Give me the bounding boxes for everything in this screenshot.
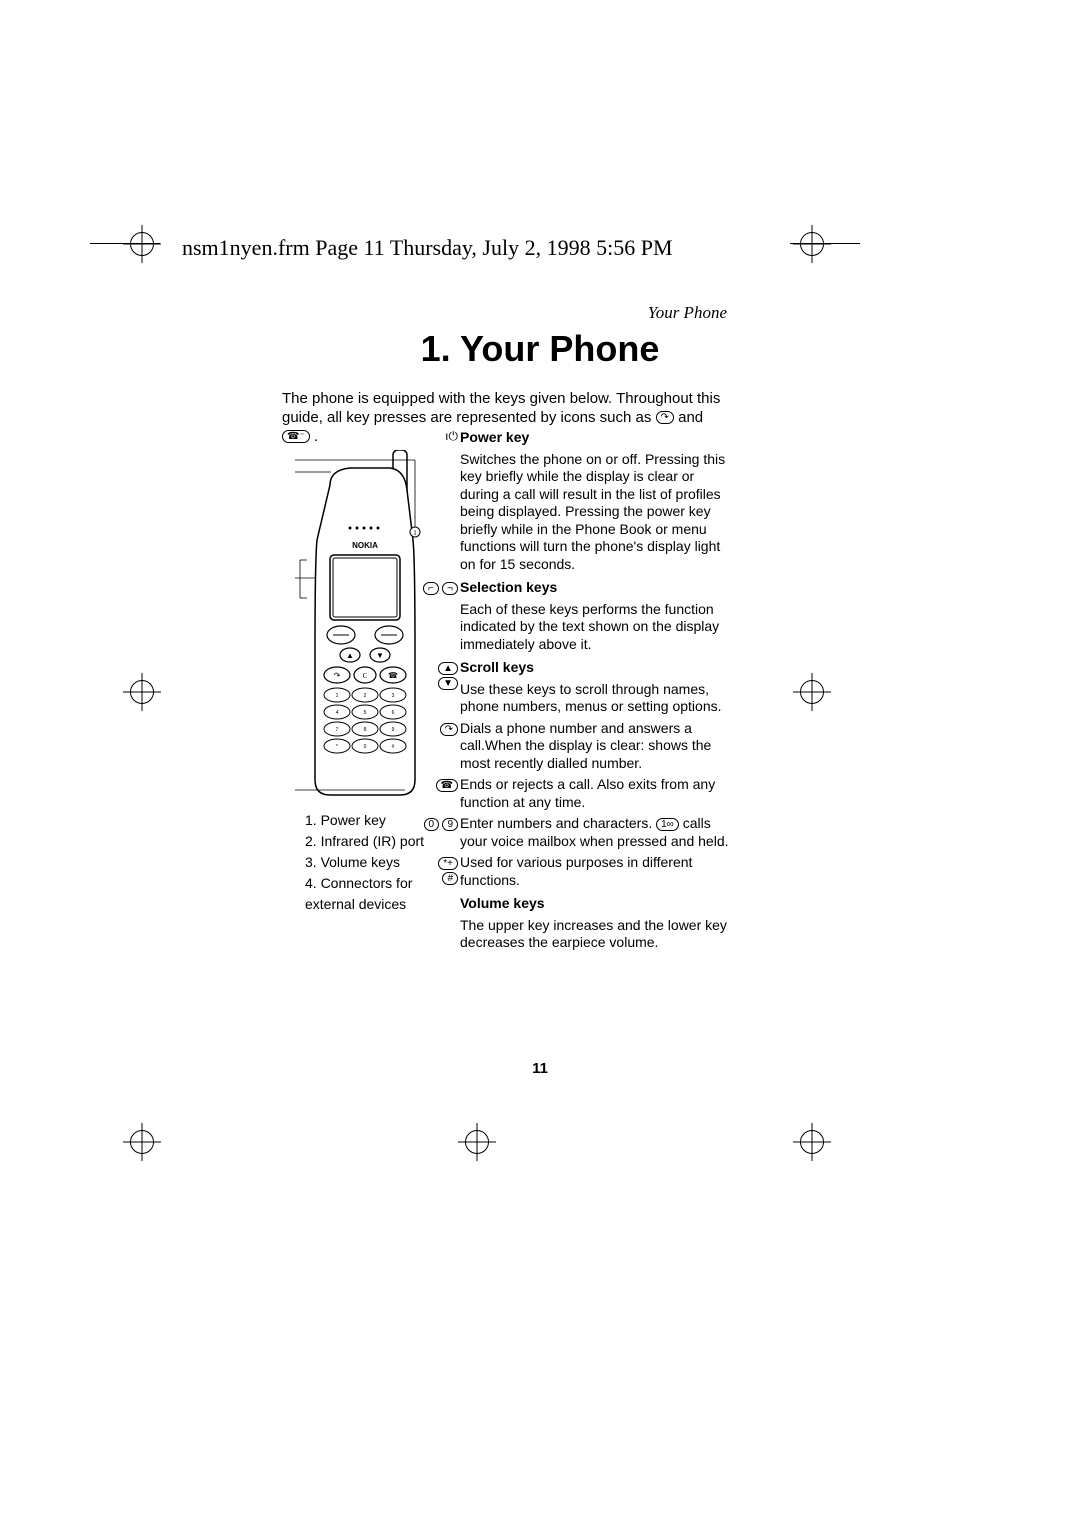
crop-mark-icon	[130, 680, 154, 704]
scroll-keys-body: Use these keys to scroll through names, …	[460, 681, 730, 716]
number-keys-icon: 0 9	[420, 817, 458, 832]
intro-text: The phone is equipped with the keys give…	[282, 390, 720, 407]
starhash-body: Used for various purposes in different f…	[460, 854, 730, 889]
svg-text:2: 2	[364, 693, 367, 699]
callout-item: 2. Infrared (IR) port	[305, 831, 435, 852]
svg-text:#: #	[392, 744, 395, 750]
chapter-title: 1. Your Phone	[0, 328, 1080, 370]
dial-body: Dials a phone number and answers a call.…	[460, 720, 730, 773]
end-key-icon: ☎⁻	[282, 430, 310, 443]
crop-mark-icon	[800, 232, 824, 256]
svg-text:0: 0	[364, 744, 367, 750]
svg-text:▼: ▼	[376, 651, 384, 660]
phone-diagram: NOKIA ▲ ▼ ↷ C ☎ 1 2 3 4 5 6 7 8 9 *	[295, 450, 435, 815]
crop-mark-icon	[800, 680, 824, 704]
selection-keys-body: Each of these keys performs the function…	[460, 601, 730, 654]
end-key-icon: ☎	[420, 778, 458, 793]
svg-text:▲: ▲	[346, 651, 354, 660]
svg-text:6: 6	[392, 710, 395, 716]
svg-text:↷: ↷	[334, 671, 341, 680]
selection-keys-icon: ⌐ ¬	[420, 581, 458, 596]
intro-text: .	[314, 428, 318, 445]
volume-keys-body: The upper key increases and the lower ke…	[460, 917, 730, 952]
crop-mark-icon	[130, 232, 154, 256]
svg-text:C: C	[363, 672, 368, 680]
page-header: nsm1nyen.frm Page 11 Thursday, July 2, 1…	[182, 235, 673, 261]
crop-mark-icon	[465, 1130, 489, 1154]
end-body: Ends or rejects a call. Also exits from …	[460, 776, 730, 811]
key-descriptions: ı⏻ Power key Switches the phone on or of…	[460, 423, 730, 956]
phone-brand-label: NOKIA	[352, 541, 378, 550]
svg-text:5: 5	[364, 710, 367, 716]
power-key-body: Switches the phone on or off. Pressing t…	[460, 451, 730, 574]
numbers-body: Enter numbers and characters. 1∞ calls y…	[460, 815, 730, 850]
callout-list: 1. Power key 2. Infrared (IR) port 3. Vo…	[305, 810, 435, 915]
svg-text:☎: ☎	[388, 671, 398, 680]
selection-keys-title: Selection keys	[460, 579, 730, 597]
running-head: Your Phone	[648, 303, 727, 323]
svg-text:4: 4	[336, 710, 339, 716]
power-key-title: Power key	[460, 429, 730, 447]
callout-item: 4. Connectors for external devices	[305, 873, 435, 915]
scroll-keys-icon: ▲ ▼	[420, 661, 458, 691]
svg-text:3: 3	[392, 693, 395, 699]
call-key-icon: ↷	[420, 722, 458, 737]
svg-text:7: 7	[336, 727, 339, 733]
one-key-icon: 1∞	[656, 818, 679, 831]
crop-mark-icon	[800, 1130, 824, 1154]
callout-item: 1. Power key	[305, 810, 435, 831]
svg-text:1: 1	[336, 693, 339, 699]
volume-keys-title: Volume keys	[460, 895, 730, 913]
svg-text:8: 8	[364, 727, 367, 733]
svg-text:*: *	[336, 744, 338, 750]
crop-mark-icon	[130, 1130, 154, 1154]
scroll-keys-title: Scroll keys	[460, 659, 730, 677]
page-number: 11	[0, 1060, 1080, 1077]
power-key-icon: ı⏻	[420, 429, 458, 444]
svg-text:1: 1	[413, 529, 417, 537]
svg-text:9: 9	[392, 727, 395, 733]
callout-item: 3. Volume keys	[305, 852, 435, 873]
star-hash-keys-icon: *+ #	[420, 856, 458, 886]
